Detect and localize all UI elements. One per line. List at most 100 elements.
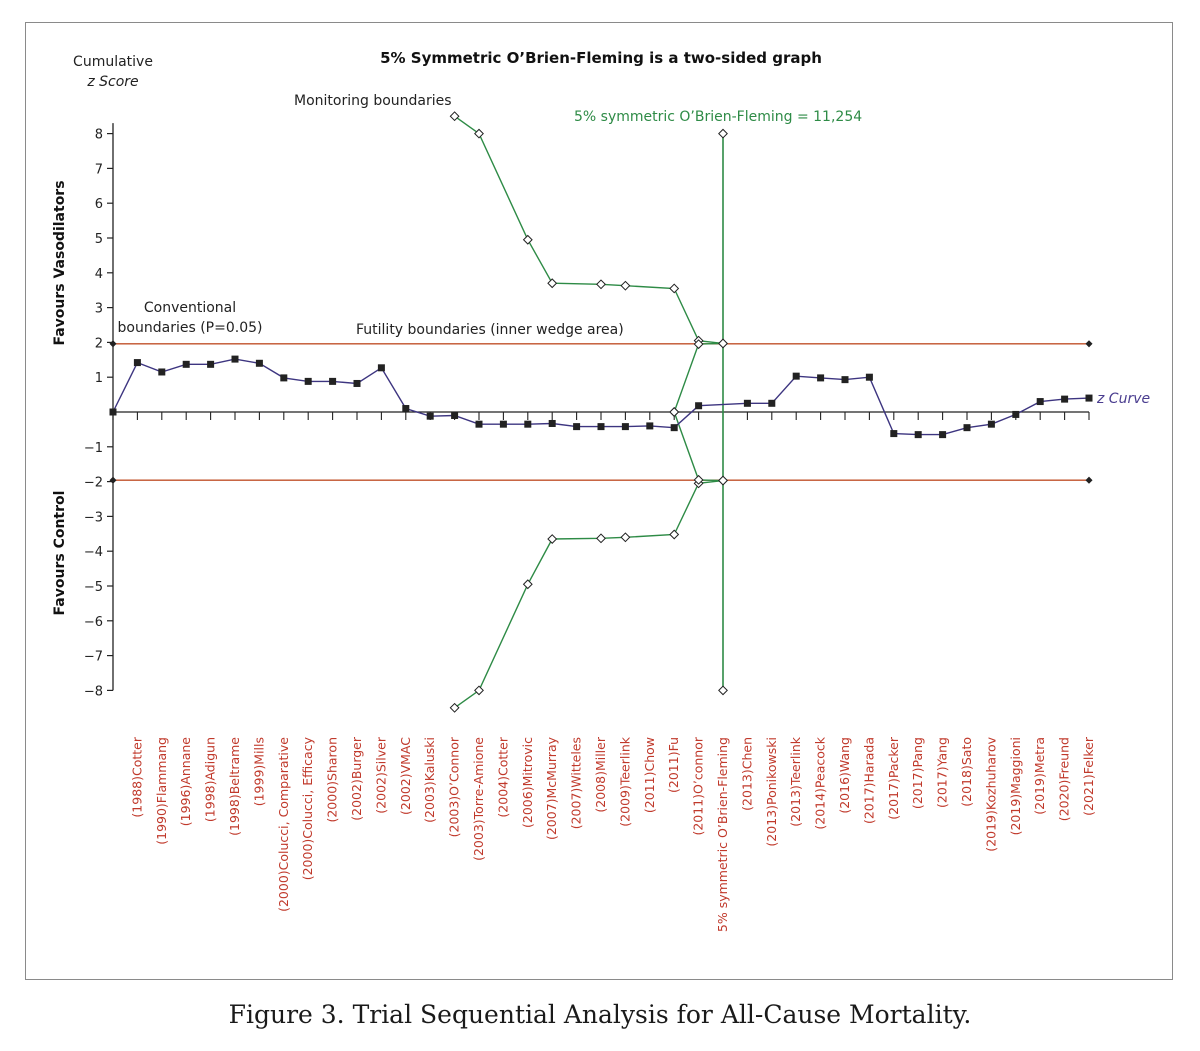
- category-label: (2013)Teerlink: [788, 736, 803, 826]
- side-label-favours-control: Favours Control: [52, 491, 68, 616]
- conventional-boundary-marker: [1085, 476, 1093, 484]
- category-label: (2019)Maggioni: [1008, 737, 1023, 835]
- y-tick-label: 4: [95, 267, 103, 282]
- z-curve-line: [112, 358, 1090, 436]
- monitoring-lower-point: [596, 533, 606, 544]
- z-curve-point: [329, 377, 337, 385]
- category-label: (2003)O’Connor: [447, 736, 462, 837]
- z-curve-point: [621, 423, 629, 431]
- y-tick-label: −6: [84, 615, 103, 630]
- z-curve-point: [402, 405, 410, 413]
- annotation-conventional-line2: boundaries (P=0.05): [118, 320, 263, 336]
- category-label: (2000)Colucci, Comparative: [276, 737, 291, 912]
- z-curve-point: [987, 420, 995, 428]
- category-label: (2004)Cotter: [495, 736, 510, 817]
- category-label: (2014)Peacock: [813, 736, 828, 829]
- y-tick-label: 7: [95, 162, 103, 177]
- y-tick-label: −4: [84, 545, 103, 560]
- y-tick-label: −2: [84, 476, 103, 491]
- z-curve-point: [231, 355, 239, 363]
- category-label: (2021)Felker: [1081, 736, 1096, 816]
- chart-svg: 5% Symmetric O’Brien-Fleming is a two-si…: [52, 49, 1150, 932]
- category-label: (2017)Packer: [886, 736, 901, 820]
- conventional-boundary-marker: [1085, 340, 1093, 348]
- category-label: (2011)Fu: [666, 737, 681, 793]
- monitoring-lower-line: [454, 479, 724, 709]
- z-curve-point: [890, 430, 898, 438]
- z-curve-point: [1061, 395, 1069, 403]
- futility-upper-point: [693, 339, 704, 350]
- category-label: (2017)Yang: [935, 737, 950, 808]
- obf-vertical-marker: [718, 128, 728, 139]
- category-label: (2009)Teerlink: [617, 736, 632, 826]
- category-label: (2000)Sharon: [325, 737, 340, 823]
- z-curve-point: [182, 360, 190, 368]
- category-label: (2007)McMurray: [544, 736, 559, 840]
- conventional-boundary-marker: [109, 340, 117, 348]
- category-label: (2011)Chow: [642, 737, 657, 813]
- category-label: (2008)Miller: [593, 736, 608, 812]
- category-label: (2002)Burger: [349, 736, 364, 821]
- z-curve-point: [280, 374, 288, 382]
- z-curve-point: [841, 376, 849, 384]
- z-curve-point: [573, 423, 581, 431]
- monitoring-upper-point: [522, 234, 533, 245]
- monitoring-lower-point: [522, 579, 533, 590]
- monitoring-upper-point: [449, 111, 460, 122]
- conventional-boundary-marker: [109, 476, 117, 484]
- monitoring-lower-point: [620, 532, 631, 543]
- y-tick-label: 5: [95, 232, 103, 247]
- monitoring-upper-point: [669, 283, 680, 294]
- z-curve-point: [1036, 398, 1044, 406]
- category-label: (2016)Wang: [837, 737, 852, 814]
- y-tick-label: 2: [95, 336, 103, 351]
- category-label: (2017)Harada: [861, 737, 876, 824]
- figure-caption: Figure 3. Trial Sequential Analysis for …: [228, 1000, 972, 1029]
- annotation-z-curve: z Curve: [1096, 391, 1150, 407]
- annotation-futility: Futility boundaries (inner wedge area): [356, 322, 624, 338]
- z-curve-point: [304, 377, 312, 385]
- z-curve-point: [207, 360, 215, 368]
- category-label: (1996)Annane: [178, 737, 193, 827]
- z-curve-point: [695, 402, 703, 410]
- z-curve-point: [548, 419, 556, 427]
- futility-lower-point: [693, 474, 704, 485]
- category-label: (1998)Adigun: [203, 737, 218, 822]
- z-curve-point: [914, 431, 922, 439]
- chart-lines: 8 7 6 5 4 3 2 1 −1 −2 −3 −4 −5 −6 −7 −8 (1988)Cotter (199…: [84, 111, 1096, 932]
- y-tick-label: −1: [84, 441, 103, 456]
- y-tick-label: −8: [84, 684, 103, 699]
- category-label: (2007)Witteles: [569, 737, 584, 829]
- y-tick-label: 1: [95, 371, 103, 386]
- category-label: (1998)Beltrame: [227, 737, 242, 836]
- annotation-conventional-line1: Conventional: [144, 300, 236, 316]
- z-curve-point: [1085, 394, 1093, 402]
- category-label: (1988)Cotter: [129, 736, 144, 817]
- category-label: (2020)Freund: [1057, 737, 1072, 821]
- y-tick-label: 8: [95, 128, 103, 143]
- z-curve-point: [353, 379, 361, 387]
- category-label: (2013)Chen: [739, 737, 754, 811]
- y-tick-label: 6: [95, 197, 103, 212]
- futility-lower-point: [718, 475, 728, 486]
- z-curve-point: [426, 412, 434, 420]
- futility-upper-point: [718, 338, 728, 349]
- z-curve-point: [743, 399, 751, 407]
- futility-lower-line: [673, 411, 724, 482]
- category-label: (2003)Kaluski: [422, 737, 437, 823]
- z-curve-point: [499, 420, 507, 428]
- monitoring-lower-point: [449, 702, 460, 713]
- z-curve-point: [646, 422, 654, 430]
- z-curve-point: [939, 431, 947, 439]
- category-label: (2003)Torre-Amione: [471, 737, 486, 861]
- category-label: (2019)Metra: [1032, 737, 1047, 815]
- z-curve-point: [792, 372, 800, 380]
- monitoring-upper-point: [547, 278, 558, 289]
- z-curve-point: [133, 359, 141, 367]
- category-label: (2019)Kozhuharov: [983, 736, 998, 851]
- z-curve-point: [597, 423, 605, 431]
- y-axis-label-line1: Cumulative: [73, 54, 153, 70]
- z-curve-point: [451, 411, 459, 419]
- category-label: (2002)VMAC: [398, 737, 413, 815]
- category-label: (2002)Silver: [373, 736, 388, 814]
